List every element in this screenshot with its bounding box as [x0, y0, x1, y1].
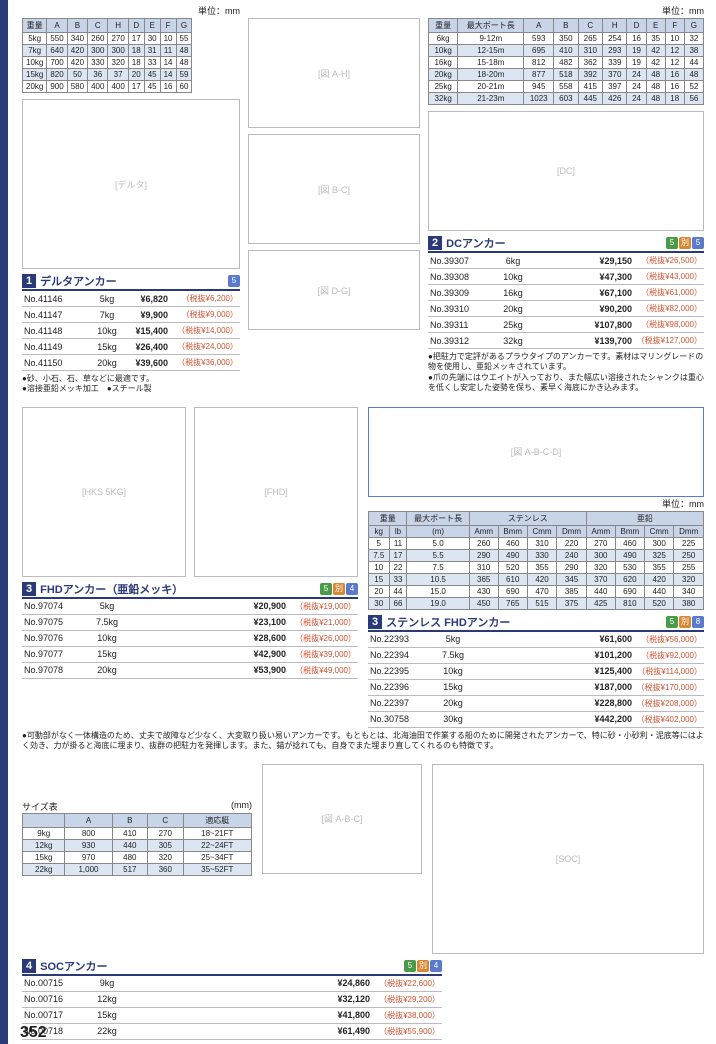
spec-table-2: 重量最大ボート長ABCHDEFG6kg9-12m5933502652541635…	[428, 18, 704, 105]
product-title: FHDアンカー（亜鉛メッキ）	[36, 581, 320, 597]
badge-icon: 5	[320, 583, 332, 595]
product-number: 3	[368, 615, 382, 629]
price-table-2: No.393076kg¥29,150（税抜¥26,500）No.3930810k…	[428, 253, 704, 349]
price-table-1: No.411465kg¥6,820（税抜¥6,200）No.411477kg¥9…	[22, 291, 240, 371]
product-number: 1	[22, 274, 36, 288]
badge-icon: 8	[692, 616, 704, 628]
spec-table-3: 重量最大ボート長ステンレス亜鉛kglb(m)AmmBmmCmmDmmAmmBmm…	[368, 511, 704, 610]
product-image-soc: [SOC]	[432, 764, 704, 954]
badge-icon: 5	[692, 237, 704, 249]
product-title: SOCアンカー	[36, 958, 404, 974]
product-title: ステンレス FHDアンカー	[382, 614, 666, 630]
spec-table-1: 重量ABCHDEFG5kg550340260270173010557kg6404…	[22, 18, 192, 93]
product-number: 4	[22, 959, 36, 973]
size-table-label: サイズ表 (mm)	[22, 800, 252, 813]
unit-label: 単位：mm	[428, 4, 704, 17]
diagram-fhd: [図 A-B-C-D]	[368, 407, 704, 497]
product-image-fhd-zinc: [HKS 5KG]	[22, 407, 186, 577]
product-number: 2	[428, 236, 442, 250]
fhd-note: 可動部がなく一体構造のため、丈夫で故障など少なく、大変取り扱い易いアンカーです。…	[22, 731, 704, 752]
badge-icon: 別	[679, 237, 691, 249]
unit-label: 単位：mm	[368, 497, 704, 510]
badge-icon: 別	[333, 583, 345, 595]
product-image-fhd-ss: [FHD]	[194, 407, 358, 577]
product-title: デルタアンカー	[36, 273, 228, 289]
price-table-3b: No.223935kg¥61,600（税抜¥56,000）No.223947.5…	[368, 632, 704, 728]
badge-icon: 4	[430, 960, 442, 972]
badge-icon: 5	[666, 616, 678, 628]
diagram-front-view: [図 D-G]	[248, 250, 420, 330]
product-image-dc: [DC]	[428, 111, 704, 231]
product-notes: 把駐力で定評があるプラウタイプのアンカーです。素材はマリングレードの物を使用し、…	[428, 352, 704, 394]
badge-icon: 別	[417, 960, 429, 972]
spec-table-4: ABC適応艇9kg80041027018~21FT12kg93044030522…	[22, 813, 252, 876]
product-notes: 砂、小石、石、草などに最適です。溶接亜鉛メッキ加工 ●スチール製	[22, 374, 240, 395]
badge-icon: 5	[666, 237, 678, 249]
price-table-3a: No.970745kg¥20,900（税抜¥19,000）No.970757.5…	[22, 599, 358, 679]
price-table-4: No.007159kg¥24,860（税抜¥22,600）No.0071612k…	[22, 976, 442, 1040]
diagram-soc: [図 A-B-C]	[262, 764, 422, 874]
unit-label: 単位：mm	[22, 4, 240, 17]
diagram-side-view: [図 B-C]	[248, 134, 420, 244]
badge-icon: 別	[679, 616, 691, 628]
badge-icon: 5	[404, 960, 416, 972]
diagram-top-view: [図 A-H]	[248, 18, 420, 128]
product-title: DCアンカー	[442, 235, 666, 251]
product-image-delta: [デルタ]	[22, 99, 240, 269]
product-number: 3	[22, 582, 36, 596]
badge-icon: 5	[228, 275, 240, 287]
badge-icon: 4	[346, 583, 358, 595]
